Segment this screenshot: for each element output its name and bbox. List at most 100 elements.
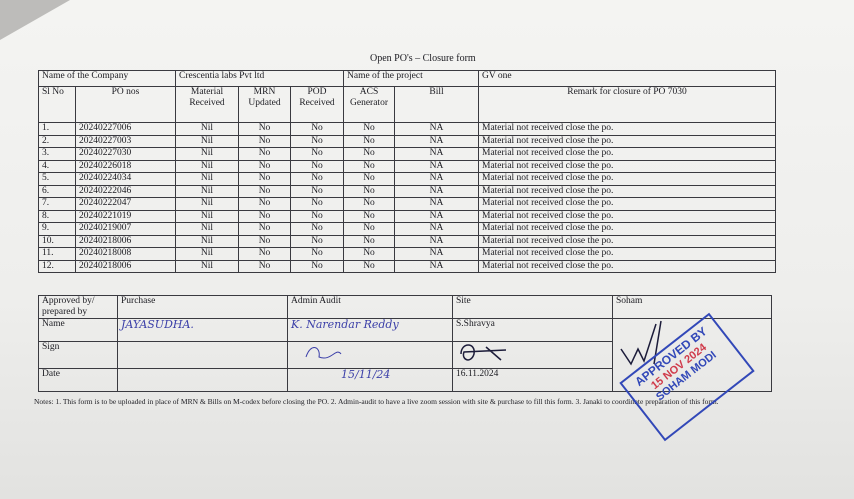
column-header: POD Received: [290, 86, 344, 123]
table-cell: No: [238, 247, 291, 261]
table-row: 4. 20240226018 Nil No No No NA Material not rec…: [38, 159, 776, 173]
table-cell: 20240218006: [75, 234, 176, 248]
admin-audit-head: Admin Audit: [287, 295, 453, 319]
table-cell: Material not received close the po.: [478, 197, 776, 211]
table-cell: NA: [394, 247, 479, 261]
column-header: ACS Generator: [343, 86, 395, 123]
column-header: Sl No: [38, 86, 76, 123]
project-label: Name of the project: [343, 70, 479, 87]
table-cell: 8.: [38, 209, 76, 223]
table-cell: No: [238, 134, 291, 148]
table-cell: No: [290, 197, 344, 211]
table-cell: NA: [394, 134, 479, 148]
table-cell: Material not received close the po.: [478, 222, 776, 236]
company-label: Name of the Company: [38, 70, 176, 87]
table-cell: 3.: [38, 147, 76, 161]
table-cell: No: [238, 159, 291, 173]
table-cell: Material not received close the po.: [478, 184, 776, 198]
table-cell: 20240222046: [75, 184, 176, 198]
table-cell: Nil: [175, 197, 239, 211]
table-cell: Material not received close the po.: [478, 209, 776, 223]
column-header: Bill: [394, 86, 479, 123]
table-cell: 5.: [38, 172, 76, 186]
table-cell: No: [238, 234, 291, 248]
table-cell: No: [343, 222, 395, 236]
table-cell: 20240218006: [75, 259, 176, 273]
table-cell: 7.: [38, 197, 76, 211]
table-row: 12. 20240218006 Nil No No No NA Material not re…: [38, 259, 776, 273]
table-cell: NA: [394, 197, 479, 211]
table-cell: 2.: [38, 134, 76, 148]
table-cell: NA: [394, 184, 479, 198]
site-signature: [460, 344, 507, 361]
table-row: 7. 20240222047 Nil No No No NA Material not rec…: [38, 197, 776, 211]
table-cell: No: [238, 197, 291, 211]
table-cell: Material not received close the po.: [478, 159, 776, 173]
table-cell: No: [238, 184, 291, 198]
table-row: 5. 20240224034 Nil No No No NA Material not rec…: [38, 172, 776, 186]
page-corner: [0, 0, 70, 40]
table-cell: NA: [394, 147, 479, 161]
table-cell: 10.: [38, 234, 76, 248]
table-cell: Material not received close the po.: [478, 122, 776, 136]
table-cell: No: [343, 209, 395, 223]
site-name: S.Shravya: [452, 318, 613, 342]
company-name: Crescentia labs Pvt ltd: [175, 70, 344, 87]
table-cell: Nil: [175, 259, 239, 273]
table-cell: No: [238, 122, 291, 136]
table-cell: 20240227003: [75, 134, 176, 148]
table-cell: NA: [394, 259, 479, 273]
table-cell: Nil: [175, 122, 239, 136]
column-header: Remark for closure of PO 7030: [478, 86, 776, 123]
table-cell: No: [343, 147, 395, 161]
table-cell: Nil: [175, 247, 239, 261]
table-cell: No: [238, 147, 291, 161]
table-cell: No: [343, 247, 395, 261]
table-cell: Nil: [175, 222, 239, 236]
table-cell: Nil: [175, 172, 239, 186]
table-cell: No: [343, 197, 395, 211]
table-cell: Material not received close the po.: [478, 234, 776, 248]
site-head: Site: [452, 295, 613, 319]
table-cell: No: [290, 134, 344, 148]
table-row: 2. 20240227003 Nil No No No NA Material not rec…: [38, 134, 776, 148]
table-cell: NA: [394, 159, 479, 173]
table-cell: NA: [394, 234, 479, 248]
table-cell: No: [343, 184, 395, 198]
table-cell: 12.: [38, 259, 76, 273]
table-cell: 20240224034: [75, 172, 176, 186]
table-cell: No: [290, 147, 344, 161]
table-row: 8. 20240221019 Nil No No No NA Material not rec…: [38, 209, 776, 223]
table-cell: Material not received close the po.: [478, 247, 776, 261]
table-cell: Nil: [175, 184, 239, 198]
soham-signature: [620, 320, 662, 366]
table-cell: Material not received close the po.: [478, 259, 776, 273]
table-row: 1. 20240227006 Nil No No No NA Material not rec…: [38, 122, 776, 136]
table-cell: 20240227006: [75, 122, 176, 136]
admin-date-handwritten: 15/11/24: [341, 368, 391, 381]
column-header: Material Received: [175, 86, 239, 123]
name-label: Name: [38, 318, 118, 342]
table-cell: NA: [394, 209, 479, 223]
table-cell: Material not received close the po.: [478, 134, 776, 148]
table-cell: No: [238, 259, 291, 273]
table-cell: No: [343, 134, 395, 148]
table-row: 6. 20240222046 Nil No No No NA Material not rec…: [38, 184, 776, 198]
table-cell: No: [238, 222, 291, 236]
table-cell: Nil: [175, 134, 239, 148]
admin-signature: [305, 347, 342, 359]
table-cell: NA: [394, 172, 479, 186]
po-table: Name of the Company Crescentia labs Pvt …: [38, 70, 776, 273]
table-cell: No: [343, 159, 395, 173]
table-cell: No: [290, 172, 344, 186]
table-cell: Nil: [175, 209, 239, 223]
approval-table: Approved by/ prepared by Purchase Admin …: [38, 295, 772, 392]
table-cell: 11.: [38, 247, 76, 261]
table-cell: 9.: [38, 222, 76, 236]
table-cell: Material not received close the po.: [478, 172, 776, 186]
table-cell: No: [343, 122, 395, 136]
table-cell: No: [238, 172, 291, 186]
table-cell: 4.: [38, 159, 76, 173]
table-cell: No: [238, 209, 291, 223]
